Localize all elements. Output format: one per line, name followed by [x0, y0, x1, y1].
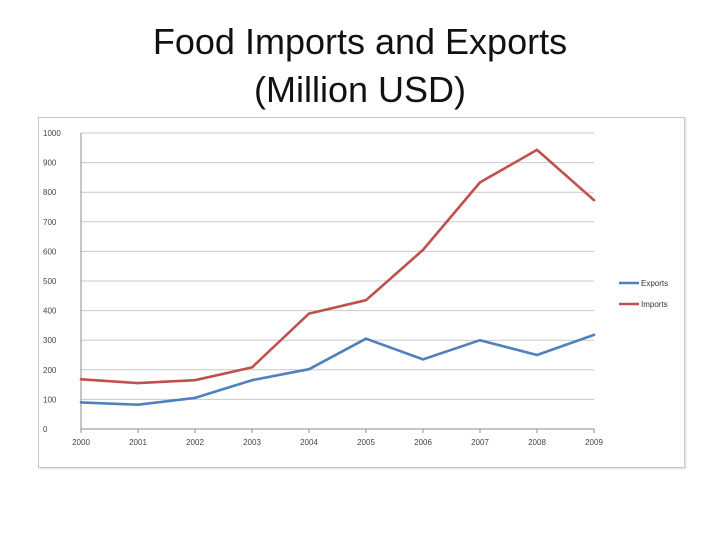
data-point-imports-2000 [79, 378, 83, 381]
line-chart: 0 100 200 300 400 500 600 700 800 900 1000 2000 2001… [43, 129, 668, 447]
data-point-exports-2009 [592, 333, 596, 337]
data-point-exports-2001 [136, 403, 140, 406]
y-tick-label-100: 100 [43, 395, 57, 404]
y-tick-label-700: 700 [43, 218, 57, 227]
x-tick-label-2009: 2009 [585, 438, 603, 447]
y-tick-label-200: 200 [43, 366, 57, 375]
x-tick-label-2006: 2006 [414, 438, 432, 447]
x-tick-label-2004: 2004 [300, 438, 318, 447]
data-point-exports-2003 [250, 378, 254, 382]
legend-label-imports: Imports [641, 300, 668, 309]
x-tick-label-2000: 2000 [72, 438, 90, 447]
chart-frame: 0 100 200 300 400 500 600 700 800 900 1000 2000 2001… [38, 117, 685, 468]
slide-title: Food Imports and Exports (Million USD) [0, 18, 720, 114]
x-tick-label-2001: 2001 [129, 438, 147, 447]
series-line-imports [79, 148, 596, 385]
data-point-exports-2005 [364, 337, 368, 340]
y-tick-label-800: 800 [43, 188, 57, 197]
data-point-imports-2002 [193, 378, 197, 382]
data-point-exports-2007 [478, 339, 482, 342]
data-point-exports-2006 [421, 358, 425, 361]
y-tick-label-500: 500 [43, 277, 57, 286]
data-point-imports-2004 [307, 312, 311, 315]
data-point-exports-2008 [535, 353, 539, 357]
y-tick-label-300: 300 [43, 336, 57, 345]
data-point-imports-2008 [535, 148, 539, 152]
x-tick-label-2002: 2002 [186, 438, 204, 447]
data-point-imports-2007 [478, 181, 482, 184]
data-point-imports-2009 [592, 198, 596, 202]
legend-label-exports: Exports [641, 279, 668, 288]
data-point-imports-2003 [250, 366, 254, 369]
data-point-exports-2004 [307, 368, 311, 371]
data-point-exports-2002 [193, 396, 197, 400]
data-point-exports-2000 [79, 401, 83, 404]
data-point-imports-2006 [421, 248, 425, 252]
data-point-imports-2001 [136, 381, 140, 385]
y-tick-label-600: 600 [43, 247, 57, 256]
y-tick-label-900: 900 [43, 159, 57, 168]
slide-title-line-1: Food Imports and Exports [152, 21, 568, 62]
y-tick-label-0: 0 [43, 425, 48, 434]
y-tick-label-400: 400 [43, 307, 57, 316]
x-tick-label-2007: 2007 [471, 438, 489, 447]
data-point-imports-2005 [364, 299, 368, 302]
x-tick-label-2005: 2005 [357, 438, 375, 447]
y-tick-label-1000: 1000 [43, 129, 61, 138]
x-tick-label-2003: 2003 [243, 438, 261, 447]
x-tick-label-2008: 2008 [528, 438, 546, 447]
slide-title-line-2: (Million USD) [253, 69, 466, 110]
series-line-exports [79, 333, 596, 407]
